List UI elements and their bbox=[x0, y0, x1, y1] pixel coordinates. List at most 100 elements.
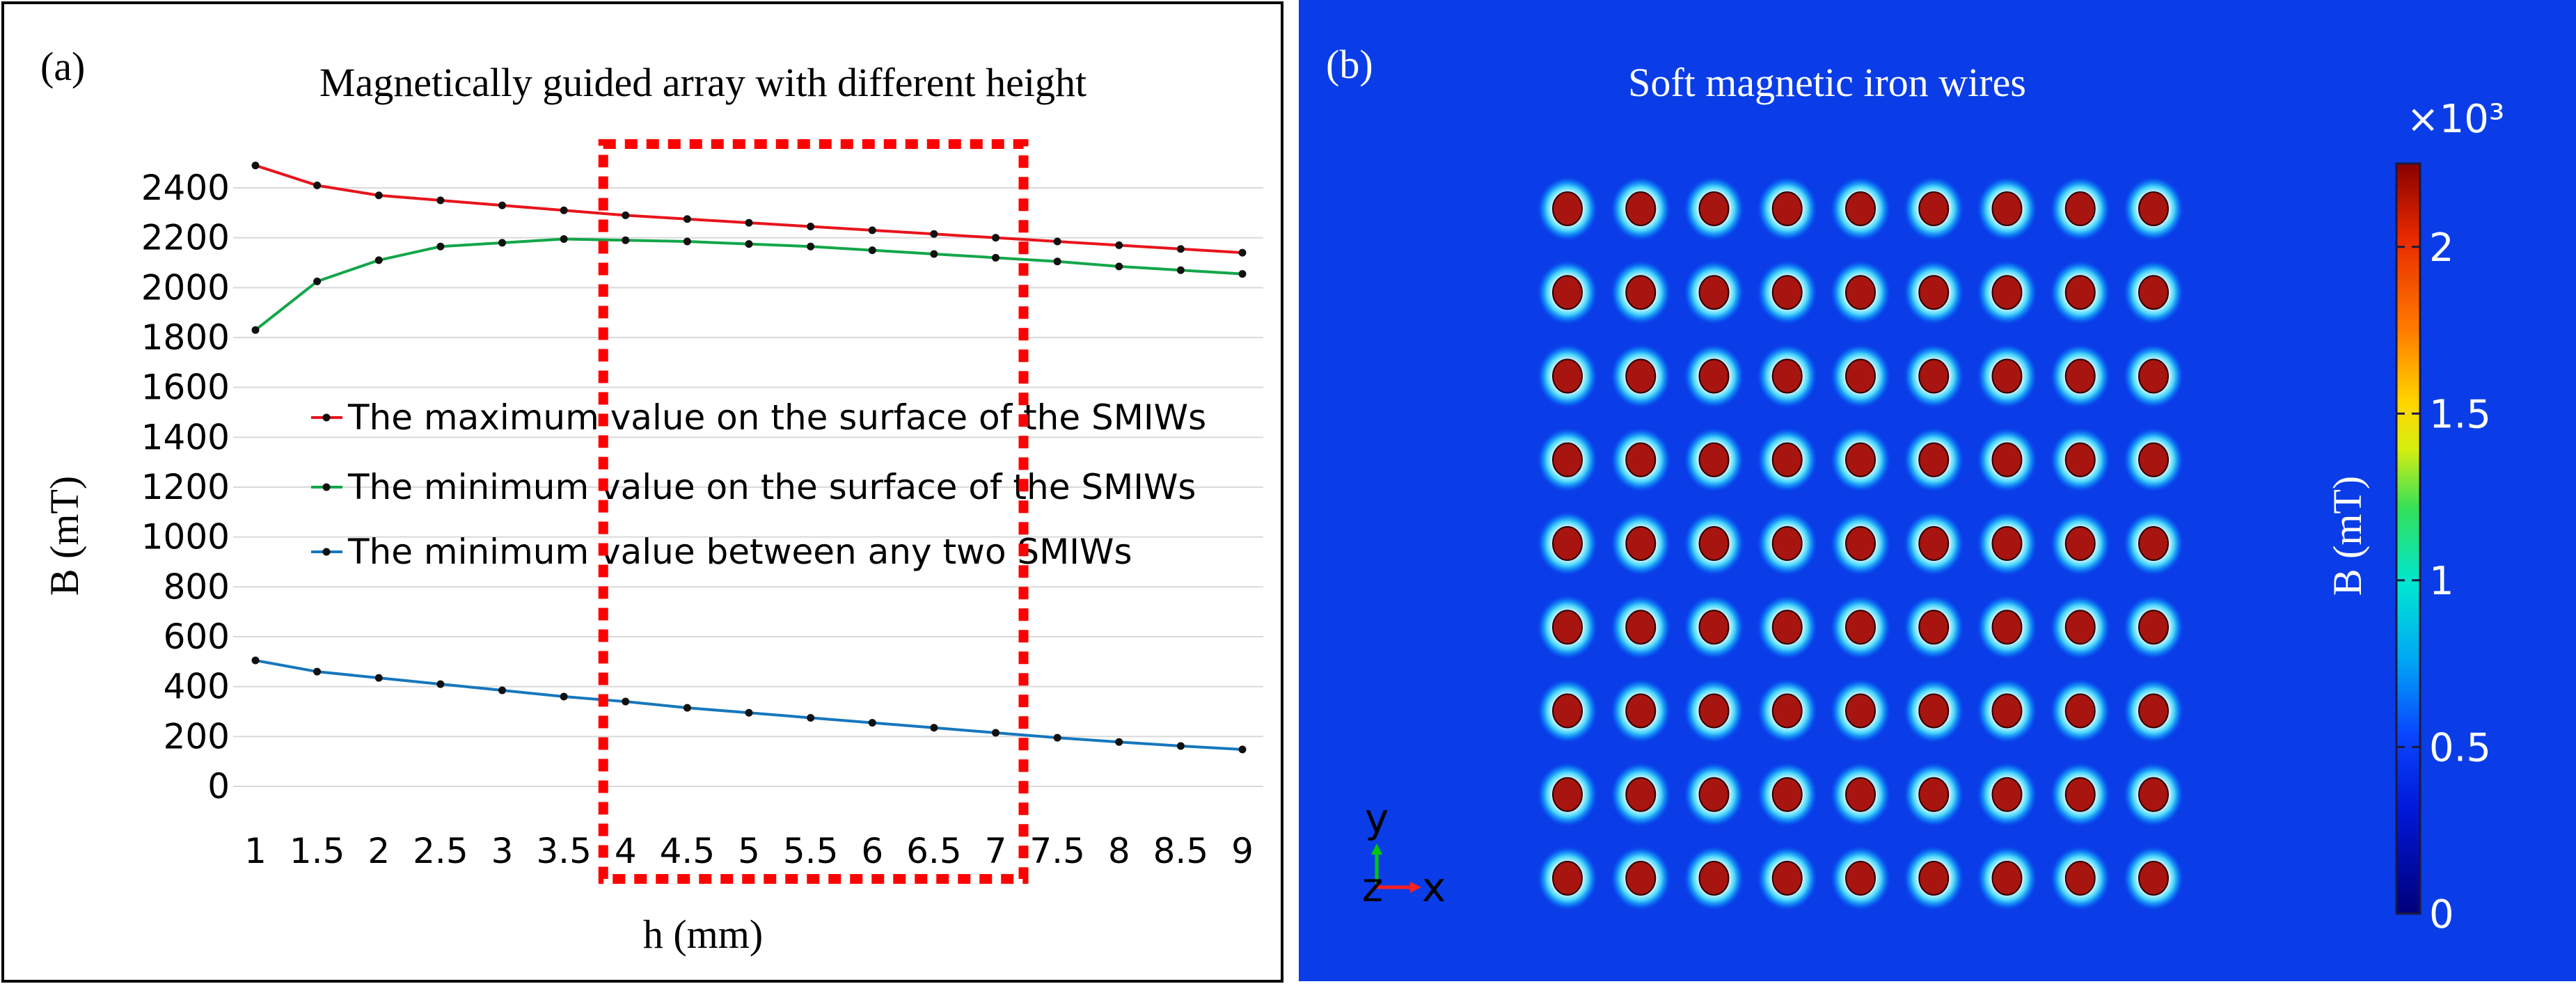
axis-x-arrow-head bbox=[1410, 882, 1421, 893]
wire-r1-c1 bbox=[1537, 176, 1598, 241]
wire-r5-c9 bbox=[2123, 511, 2184, 576]
series-0-point-16 bbox=[1238, 248, 1247, 257]
panel-b-field-map: (b) Soft magnetic iron wires y z x ×10³ … bbox=[1299, 0, 2576, 981]
wire-r7-c8 bbox=[2049, 678, 2111, 744]
wire-r2-c4 bbox=[1756, 260, 1818, 326]
wire-r1-c9 bbox=[2123, 176, 2184, 241]
wire-r6-c7 bbox=[1976, 594, 2038, 660]
series-1-point-0 bbox=[251, 326, 260, 334]
series-2-point-9 bbox=[807, 713, 815, 722]
wire-cross-section bbox=[1991, 610, 2023, 645]
series-1-point-12 bbox=[992, 253, 999, 262]
legend-marker-1 bbox=[322, 483, 331, 491]
series-0-point-6 bbox=[622, 211, 630, 219]
wire-r6-c6 bbox=[1903, 594, 1965, 660]
series-1-point-13 bbox=[1053, 257, 1061, 266]
wire-cross-section bbox=[1991, 693, 2023, 729]
series-2-point-1 bbox=[313, 667, 322, 676]
wire-cross-section bbox=[1552, 358, 1583, 394]
series-1-point-15 bbox=[1176, 266, 1185, 274]
colorbar-gradient bbox=[2395, 162, 2421, 915]
axis-y-arrow-head bbox=[1371, 843, 1382, 855]
wire-r1-c6 bbox=[1903, 176, 1965, 241]
wire-cross-section bbox=[2138, 442, 2169, 477]
wire-cross-section bbox=[1625, 610, 1657, 645]
wire-cross-section bbox=[2064, 526, 2096, 561]
wire-r5-c5 bbox=[1830, 511, 1891, 576]
wire-r2-c3 bbox=[1683, 260, 1745, 326]
y-axis-label: B (mT) bbox=[42, 476, 87, 596]
colorbar-ticks: 0 0.5 1 1.5 2 bbox=[2396, 225, 2491, 937]
highlight-range-box bbox=[598, 139, 1029, 884]
wire-cross-section bbox=[1698, 610, 1730, 645]
wire-r7-c5 bbox=[1830, 678, 1891, 744]
wire-cross-section bbox=[2138, 275, 2169, 310]
series-0-point-12 bbox=[992, 234, 999, 242]
series-2-point-8 bbox=[745, 708, 753, 717]
wire-r3-c3 bbox=[1683, 343, 1745, 409]
panel-a-line-chart: (a) Magnetically guided array with diffe… bbox=[1, 1, 1283, 983]
series-2-point-14 bbox=[1115, 738, 1123, 746]
wire-r2-c1 bbox=[1537, 260, 1598, 326]
x-tick-label-7: 4.5 bbox=[660, 831, 716, 871]
wire-r5-c3 bbox=[1683, 511, 1745, 576]
wire-r9-c7 bbox=[1976, 846, 2038, 911]
wire-r9-c8 bbox=[2049, 846, 2111, 911]
x-axis-label: h (mm) bbox=[643, 912, 763, 957]
wire-r1-c5 bbox=[1830, 176, 1891, 241]
x-tick-label-3: 2.5 bbox=[413, 831, 468, 871]
wire-r1-c8 bbox=[2049, 176, 2111, 241]
wire-cross-section bbox=[1845, 191, 1876, 226]
series-1-point-11 bbox=[930, 250, 938, 258]
x-tick-label-6: 4 bbox=[615, 831, 637, 871]
wire-cross-section bbox=[1771, 693, 1803, 729]
wire-r3-c6 bbox=[1903, 343, 1965, 409]
wire-r9-c2 bbox=[1610, 846, 1672, 911]
wire-r3-c4 bbox=[1756, 343, 1818, 409]
wire-cross-section bbox=[1845, 526, 1876, 561]
x-tick-label-13: 7.5 bbox=[1029, 831, 1085, 871]
series-2-point-6 bbox=[622, 697, 630, 706]
x-tick-label-16: 9 bbox=[1231, 831, 1254, 871]
wire-r8-c9 bbox=[2123, 761, 2184, 827]
wire-r7-c3 bbox=[1683, 678, 1745, 744]
wire-cross-section bbox=[1991, 442, 2023, 477]
wire-cross-section bbox=[2138, 861, 2169, 896]
colorbar-label: B (mT) bbox=[2325, 476, 2370, 596]
axis-x-label: x bbox=[1422, 864, 1446, 911]
y-tick-label-9: 1800 bbox=[141, 317, 230, 358]
y-tick-label-7: 1400 bbox=[141, 417, 230, 457]
wire-cross-section bbox=[1918, 358, 1950, 394]
wire-cross-section bbox=[1698, 777, 1730, 812]
wire-r5-c8 bbox=[2049, 511, 2111, 576]
wire-cross-section bbox=[1845, 693, 1876, 729]
wire-r2-c5 bbox=[1830, 260, 1891, 326]
x-tick-label-9: 5.5 bbox=[783, 831, 839, 871]
wire-cross-section bbox=[1625, 191, 1657, 226]
series-2-point-3 bbox=[436, 680, 445, 688]
wire-r6-c9 bbox=[2123, 594, 2184, 660]
wire-cross-section bbox=[1771, 526, 1803, 561]
y-tick-label-5: 1000 bbox=[141, 517, 230, 557]
wire-r8-c5 bbox=[1830, 761, 1891, 827]
wire-cross-section bbox=[1845, 442, 1876, 477]
wire-r5-c4 bbox=[1756, 511, 1818, 576]
wire-r9-c4 bbox=[1756, 846, 1818, 911]
series-2-point-0 bbox=[251, 656, 260, 665]
series-1-point-5 bbox=[560, 235, 568, 243]
y-tick-label-12: 2400 bbox=[141, 168, 230, 208]
series-2-point-4 bbox=[498, 686, 506, 695]
wire-cross-section bbox=[1698, 358, 1730, 394]
wire-r2-c8 bbox=[2049, 260, 2111, 326]
colorbar-tick-label-0: 0 bbox=[2429, 892, 2454, 937]
wire-cross-section bbox=[1771, 610, 1803, 645]
wire-cross-section bbox=[2064, 861, 2096, 896]
wire-r5-c1 bbox=[1537, 511, 1598, 576]
y-tick-label-4: 800 bbox=[164, 566, 230, 607]
series-0-point-8 bbox=[745, 219, 753, 227]
wire-cross-section bbox=[1698, 442, 1730, 477]
x-tick-label-12: 7 bbox=[985, 831, 1007, 871]
wire-r8-c7 bbox=[1976, 761, 2038, 827]
axis-triad: y z x bbox=[1362, 795, 1446, 911]
series-0-point-2 bbox=[374, 191, 383, 200]
